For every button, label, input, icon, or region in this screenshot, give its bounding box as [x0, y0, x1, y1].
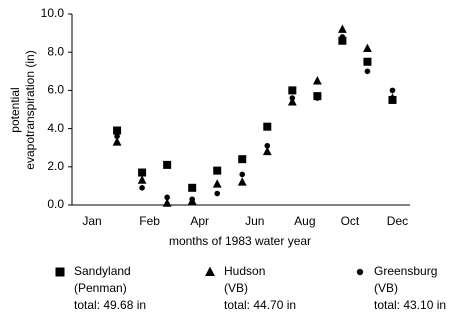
- legend-method: (Penman): [74, 281, 127, 295]
- point: [314, 95, 321, 101]
- x-tick-label: Apr: [190, 214, 209, 228]
- x-tick-label: Jun: [245, 214, 264, 228]
- y-tick-label: 0.0: [47, 197, 64, 211]
- point: [189, 196, 195, 203]
- point: [389, 87, 396, 94]
- point: [338, 24, 347, 33]
- point: [363, 57, 372, 66]
- legend-method: (VB): [374, 281, 398, 295]
- y-tick-label: 8.0: [47, 44, 64, 58]
- x-tick-label: Feb: [139, 214, 160, 228]
- point: [338, 36, 347, 45]
- y-tick-label: 6.0: [47, 83, 64, 97]
- point: [139, 185, 145, 191]
- point: [114, 133, 120, 140]
- legend-label: Hudson: [224, 264, 265, 278]
- point: [162, 198, 172, 207]
- y-tick-label: 2.0: [47, 159, 64, 173]
- point: [339, 34, 346, 40]
- point: [212, 179, 222, 188]
- point: [312, 76, 322, 85]
- point: [264, 142, 271, 149]
- point: [239, 171, 246, 178]
- legend-total: total: 43.10 in: [374, 298, 446, 312]
- point: [363, 43, 372, 52]
- legend-label: Sandyland: [74, 264, 131, 278]
- x-tick-label: Oct: [341, 214, 360, 228]
- point: [213, 166, 222, 175]
- point: [214, 190, 221, 197]
- point: [262, 146, 272, 156]
- legend-total: total: 44.70 in: [224, 298, 296, 312]
- point: [164, 194, 170, 201]
- x-tick-label: Aug: [294, 214, 315, 228]
- legend-method: (VB): [224, 281, 248, 295]
- point: [263, 122, 272, 131]
- point: [137, 175, 147, 184]
- point: [113, 126, 122, 135]
- legend-marker: [356, 268, 364, 276]
- legend-total: total: 49.68 in: [74, 298, 146, 312]
- y-axis-label: evapotranspiration (in): [23, 50, 37, 169]
- y-tick-label: 10.0: [41, 6, 65, 20]
- point: [188, 183, 197, 192]
- legend-label: Greensburg: [374, 264, 437, 278]
- y-axis-label: potential: [8, 87, 22, 132]
- point: [163, 160, 172, 169]
- point: [287, 97, 297, 106]
- y-tick-label: 4.0: [47, 121, 64, 135]
- point: [364, 68, 371, 75]
- point: [388, 93, 397, 102]
- x-tick-label: Jan: [82, 214, 101, 228]
- x-tick-label: Dec: [387, 214, 408, 228]
- legend-marker: [205, 266, 215, 277]
- point: [289, 95, 296, 101]
- point: [112, 137, 122, 146]
- point: [237, 177, 247, 186]
- point: [238, 155, 247, 164]
- legend-marker: [55, 267, 65, 277]
- point: [138, 168, 147, 177]
- point: [288, 86, 297, 95]
- x-axis-label: months of 1983 water year: [169, 234, 311, 248]
